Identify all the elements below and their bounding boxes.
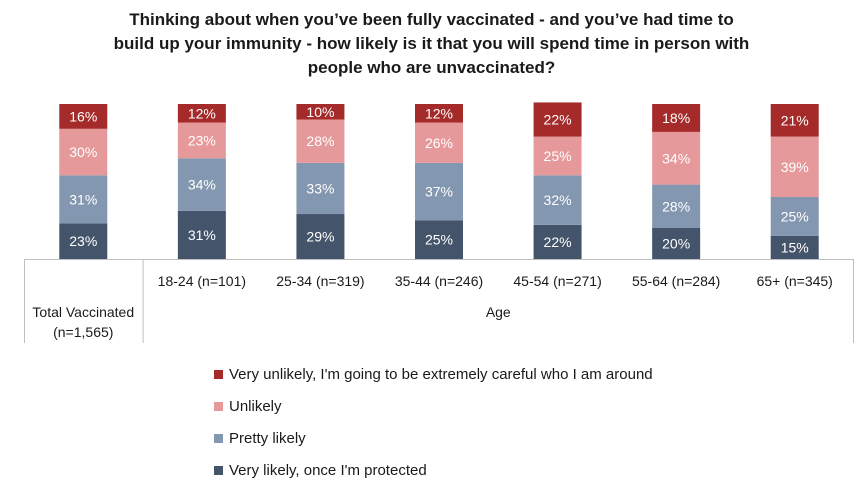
bar-segment — [296, 162, 345, 215]
category-label: (n=1,565) — [53, 324, 113, 340]
data-label: 10% — [306, 104, 334, 120]
legend-item: Very likely, once I'm protected — [214, 454, 653, 486]
bar-segment — [177, 210, 226, 259]
category-label: 35-44 (n=246) — [395, 273, 483, 289]
bar-segment — [59, 175, 108, 224]
data-label: 39% — [781, 159, 809, 175]
bar-segment — [415, 122, 463, 163]
data-label: 37% — [425, 184, 453, 200]
data-label: 32% — [544, 192, 572, 208]
bar-segment — [177, 158, 226, 211]
legend-label: Pretty likely — [229, 429, 306, 447]
chart-title: Thinking about when you’ve been fully va… — [0, 8, 863, 80]
legend-label: Very unlikely, I'm going to be extremely… — [229, 365, 653, 383]
legend-item: Unlikely — [214, 390, 653, 422]
data-label: 22% — [544, 112, 572, 128]
data-label: 22% — [544, 234, 572, 250]
category-label: Total Vaccinated — [32, 304, 134, 320]
data-label: 30% — [69, 144, 97, 160]
data-label: 28% — [306, 133, 334, 149]
data-label: 21% — [781, 112, 809, 128]
bar-segment — [415, 162, 463, 221]
bar-segment — [415, 220, 463, 259]
legend-label: Very likely, once I'm protected — [229, 461, 427, 479]
legend-swatch — [214, 433, 223, 443]
bar-segment — [770, 104, 819, 137]
data-label: 25% — [425, 232, 453, 248]
bar-segment — [177, 122, 226, 159]
category-label: 25-34 (n=319) — [276, 273, 364, 289]
data-label: 18% — [662, 110, 690, 126]
bar-segment — [533, 102, 582, 137]
data-label: 23% — [69, 233, 97, 249]
category-label: 65+ (n=345) — [757, 273, 833, 289]
bar-segment — [296, 119, 345, 163]
legend-swatch — [214, 401, 223, 411]
data-label: 31% — [188, 227, 216, 243]
data-label: 16% — [69, 108, 97, 124]
chart-title-line-1: Thinking about when you’ve been fully va… — [129, 10, 734, 29]
data-label: 12% — [425, 105, 453, 121]
legend-label: Unlikely — [229, 397, 282, 415]
data-label: 25% — [781, 208, 809, 224]
bar-segment — [652, 104, 701, 132]
bar-segment — [59, 223, 108, 259]
legend-item: Very unlikely, I'm going to be extremely… — [214, 358, 653, 390]
bar-segment — [296, 104, 345, 120]
bar-segment — [59, 104, 108, 129]
category-label: 55-64 (n=284) — [632, 273, 720, 289]
data-label: 33% — [306, 180, 334, 196]
bar-segment — [770, 136, 819, 197]
bar-segment — [296, 214, 345, 259]
category-label: 18-24 (n=101) — [158, 273, 246, 289]
data-label: 12% — [188, 105, 216, 121]
legend-swatch — [214, 465, 223, 475]
bar-segment — [533, 136, 582, 176]
bar-segment — [652, 228, 701, 259]
data-label: 31% — [69, 191, 97, 207]
bar-segment — [533, 175, 582, 225]
category-label: 45-54 (n=271) — [513, 273, 601, 289]
data-label: 34% — [188, 177, 216, 193]
data-label: 29% — [306, 229, 334, 245]
data-label: 20% — [662, 236, 690, 252]
data-label: 23% — [188, 132, 216, 148]
data-label: 26% — [425, 135, 453, 151]
chart-legend: Very unlikely, I'm going to be extremely… — [214, 358, 653, 486]
bar-segment — [770, 235, 819, 259]
bar-segment — [652, 131, 701, 185]
data-label: 15% — [781, 239, 809, 255]
legend-item: Pretty likely — [214, 422, 653, 454]
data-label: 25% — [544, 148, 572, 164]
data-label: 34% — [662, 150, 690, 166]
bar-segment — [415, 104, 463, 123]
group-label: Age — [486, 304, 511, 320]
bar-segment — [533, 224, 582, 259]
bar-segment — [59, 128, 108, 176]
chart-title-line-2: build up your immunity - how likely is i… — [113, 34, 750, 53]
chart-title-line-3: people who are unvaccinated? — [307, 58, 556, 77]
bar-segment — [177, 104, 226, 123]
bar-segment — [770, 197, 819, 236]
bar-segment — [652, 184, 701, 228]
data-label: 28% — [662, 198, 690, 214]
legend-swatch — [214, 369, 223, 379]
